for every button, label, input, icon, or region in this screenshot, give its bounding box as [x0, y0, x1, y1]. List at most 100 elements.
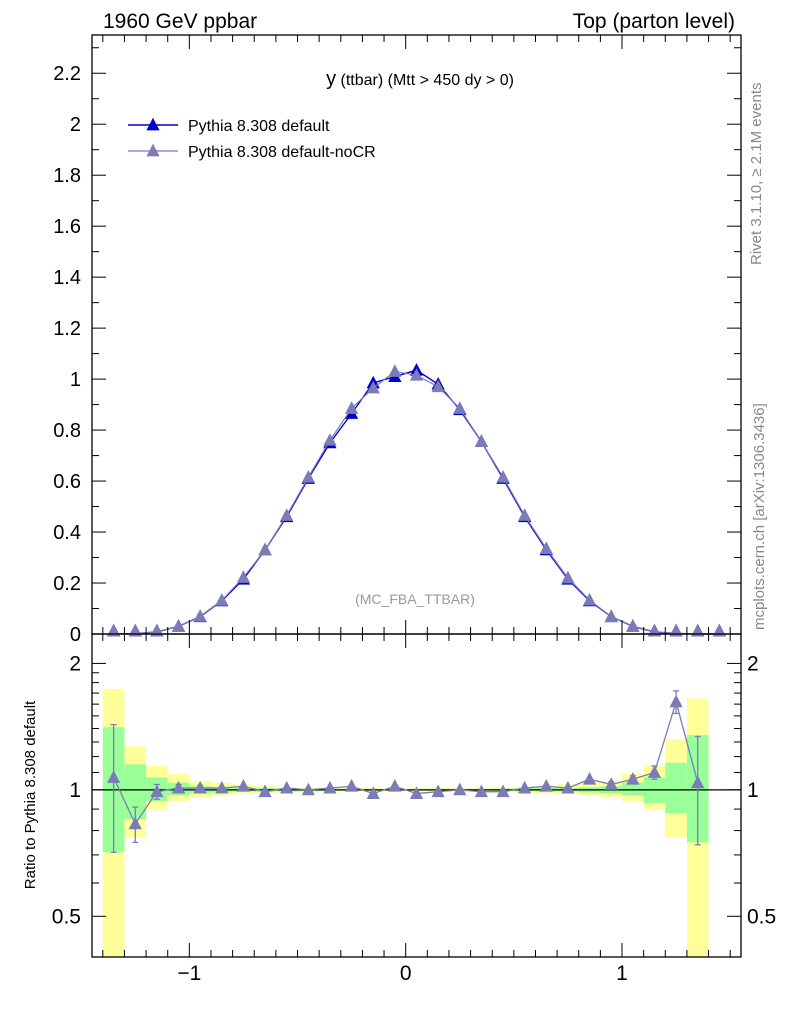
data-point-nocr — [388, 364, 402, 377]
legend-marker — [146, 143, 160, 157]
ratio-point — [626, 772, 640, 785]
ratio-point — [128, 816, 142, 830]
ratio-point — [582, 772, 597, 785]
ratio-point — [323, 780, 337, 794]
y-tick-label: 1.2 — [53, 318, 81, 340]
data-point-nocr — [712, 623, 726, 637]
uncertainty-band-green — [124, 764, 147, 820]
data-point-nocr — [128, 623, 142, 637]
y-tick-label: 1.4 — [53, 267, 81, 289]
data-point-nocr — [561, 570, 575, 584]
y-tick-label: 0.4 — [53, 522, 81, 544]
mcplots-label: mcplots.cern.ch [arXiv:1306.3436] — [751, 403, 768, 630]
ratio-point — [171, 780, 186, 794]
y-tick-label-right: 0.5 — [747, 905, 776, 928]
ratio-point — [366, 786, 380, 799]
ratio-point — [561, 780, 575, 794]
data-point-nocr — [604, 609, 618, 623]
y-tick-label: 1 — [69, 779, 81, 802]
data-point-nocr — [626, 618, 640, 632]
ratio-ylabel: Ratio to Pythia 8.308 default — [22, 700, 39, 889]
ratio-line — [113, 699, 699, 826]
ratio-point — [301, 782, 315, 796]
x-tick-label: 1 — [616, 962, 628, 985]
ratio-point — [193, 780, 207, 794]
y-tick-label: 0.6 — [53, 471, 81, 493]
uncertainty-band-green — [622, 782, 644, 796]
uncertainty-band-green — [665, 762, 687, 814]
ratio-point — [539, 779, 553, 792]
x-tick-label: 0 — [400, 962, 412, 985]
data-point-nocr — [258, 542, 272, 556]
data-point-nocr — [107, 623, 121, 637]
ratio-point — [647, 765, 662, 778]
ratio-point — [453, 782, 467, 796]
legend: Pythia 8.308 default Pythia 8.308 default… — [128, 117, 376, 161]
data-point-nocr — [323, 433, 337, 446]
data-point-nocr — [669, 623, 683, 637]
header-left: 1960 GeV ppbar — [103, 10, 257, 33]
data-point-nocr — [518, 508, 532, 521]
y-tick-label-right: 1 — [747, 779, 759, 802]
ratio-point — [474, 784, 488, 798]
ratio-point — [236, 779, 251, 792]
ratio-panel: Ratio to Pythia 8.308 default −1 0 1 0.5 0.5… — [22, 633, 776, 985]
data-point-nocr — [150, 623, 164, 637]
ratio-point — [669, 694, 683, 708]
plot-title-symbol: y — [326, 68, 336, 90]
ratio-point — [409, 786, 424, 799]
header-right: Top (parton level) — [573, 10, 735, 33]
ratio-point — [215, 780, 229, 794]
rivet-label: Rivet 3.1.10, ≥ 2.1M events — [748, 83, 765, 266]
y-tick-label: 2 — [69, 652, 81, 675]
y-tick-label: 1 — [70, 369, 81, 391]
y-tick-label: 1.8 — [53, 165, 81, 187]
y-tick-label: 0 — [70, 624, 81, 646]
data-point-nocr — [193, 609, 207, 622]
x-tick-label: −1 — [177, 962, 201, 985]
ratio-point — [604, 777, 618, 790]
data-point-nocr — [647, 623, 662, 637]
data-point-nocr — [366, 380, 380, 394]
data-point-nocr — [215, 593, 229, 606]
data-point-nocr — [691, 623, 705, 637]
ratio-point — [518, 780, 532, 794]
y-tick-label: 1.6 — [53, 216, 81, 238]
data-point-nocr — [236, 570, 251, 583]
data-point-nocr — [301, 470, 315, 483]
ratio-point — [345, 779, 359, 792]
watermark: (MC_FBA_TTBAR) — [355, 591, 475, 607]
data-point-nocr — [345, 401, 359, 414]
y-tick-label: 2 — [70, 114, 81, 136]
ratio-point — [691, 775, 705, 789]
data-point-nocr — [582, 592, 597, 606]
ratio-point — [496, 784, 510, 798]
y-tick-label: 2.2 — [53, 63, 81, 85]
y-tick-label: 0.5 — [52, 905, 81, 928]
legend-entry: Pythia 8.308 default-noCR — [188, 144, 376, 161]
y-tick-label: 0.2 — [53, 573, 81, 595]
legend-entry: Pythia 8.308 default — [188, 118, 330, 135]
data-point-nocr — [539, 541, 553, 555]
data-point-nocr — [409, 368, 424, 381]
ratio-point — [107, 770, 121, 783]
ratio-point — [280, 780, 294, 794]
y-tick-label-right: 2 — [747, 652, 759, 675]
ratio-point — [388, 779, 402, 792]
main-panel: y (ttbar) (Mtt > 450 dy > 0) (MC_FBA_TTB… — [53, 34, 742, 646]
ratio-point — [258, 784, 272, 798]
data-point-nocr — [496, 470, 510, 483]
y-tick-label: 0.8 — [53, 420, 81, 442]
plot-title: y (ttbar) (Mtt > 450 dy > 0) — [326, 68, 514, 90]
ratio-point — [431, 784, 445, 798]
data-point-nocr — [280, 508, 294, 521]
legend-marker — [146, 117, 160, 131]
plot-title-rest: (ttbar) (Mtt > 450 dy > 0) — [336, 72, 514, 89]
data-point-nocr — [431, 379, 445, 393]
ratio-point — [150, 784, 164, 798]
data-point-nocr — [453, 401, 467, 414]
ratio-frame — [91, 633, 742, 958]
data-point-nocr — [171, 619, 186, 632]
data-point-nocr — [474, 434, 488, 447]
